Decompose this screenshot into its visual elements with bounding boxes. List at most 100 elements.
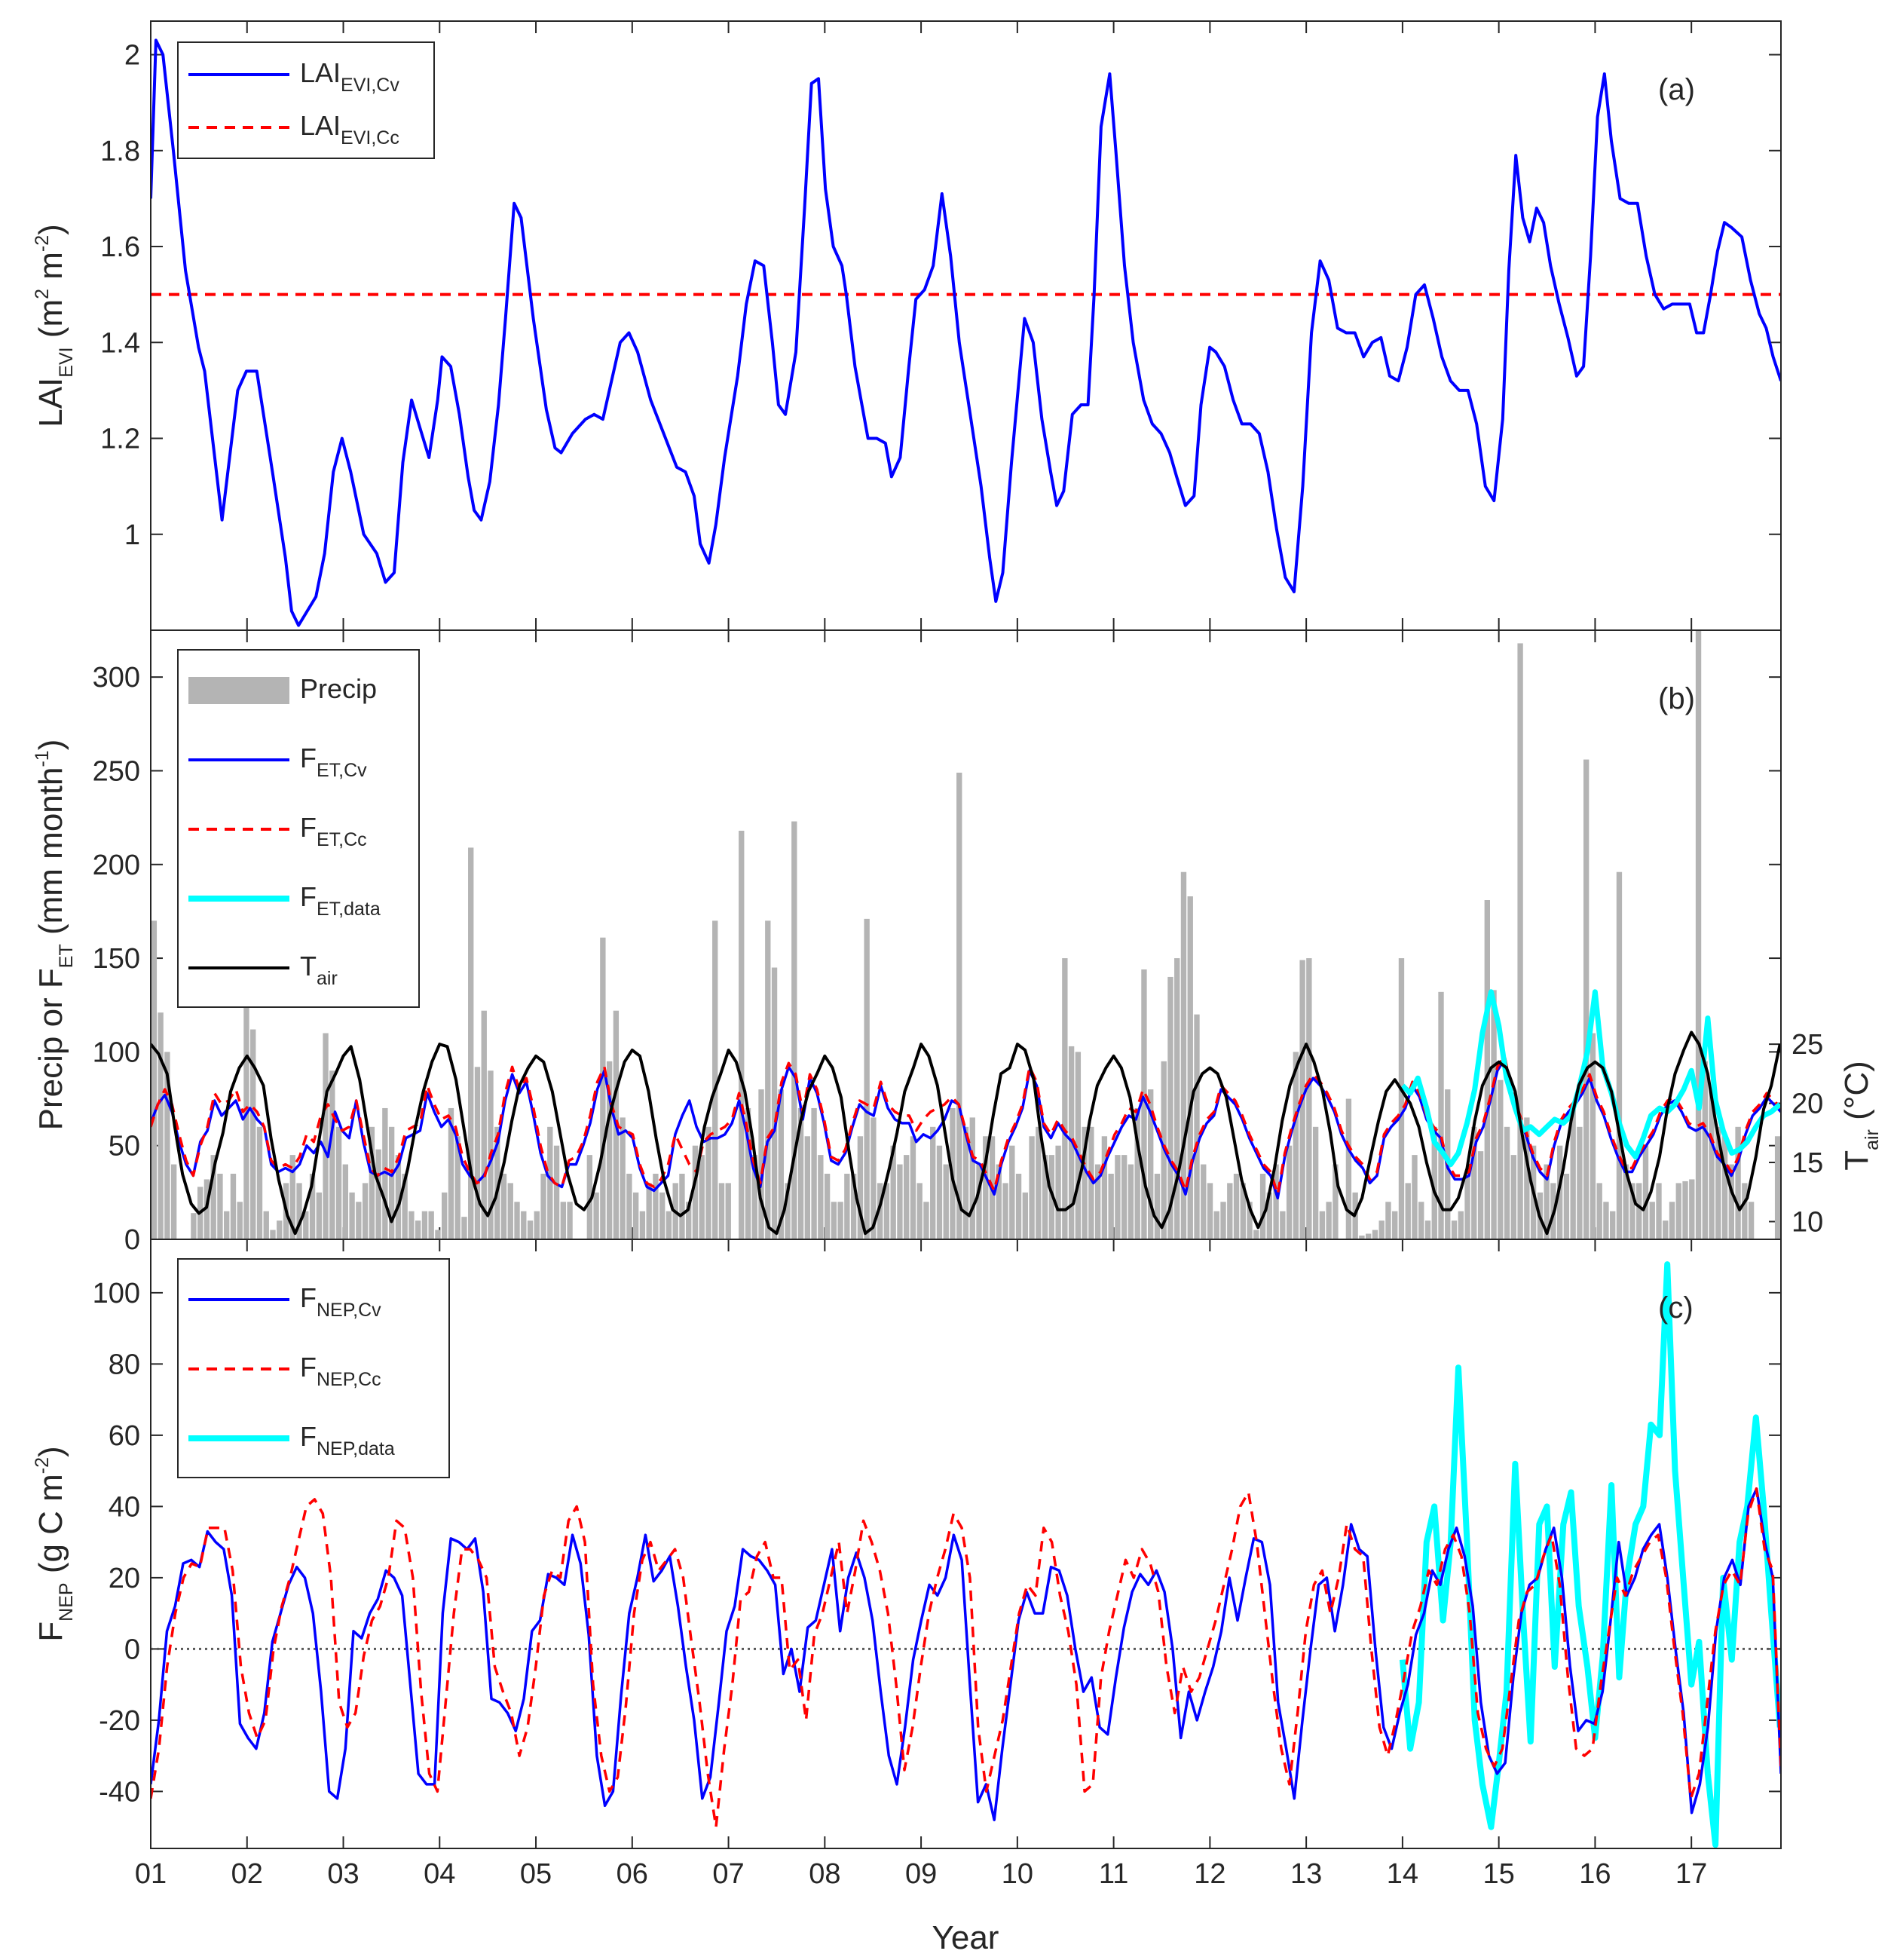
legend-swatch-precip <box>188 677 289 704</box>
precip-bar <box>428 1211 434 1239</box>
precip-bar <box>256 1126 263 1239</box>
precip-bar <box>936 1145 943 1239</box>
precip-bar <box>620 1117 626 1239</box>
precip-bar <box>151 920 158 1239</box>
x-tick-label: 09 <box>905 1858 937 1890</box>
precip-bar <box>342 1164 349 1239</box>
precip-bar <box>553 1145 560 1239</box>
precip-bar <box>626 1173 632 1239</box>
precip-bar <box>586 1155 593 1239</box>
precip-bar <box>289 1155 295 1239</box>
precip-bar <box>943 1164 949 1239</box>
precip-bar <box>217 1173 223 1239</box>
precip-bar <box>824 1173 831 1239</box>
precip-bar <box>1544 1164 1550 1239</box>
y-tick-label: 1 <box>124 519 140 551</box>
precip-bar <box>270 1230 276 1239</box>
precip-bar <box>600 937 606 1239</box>
precip-bar <box>158 1012 164 1239</box>
x-tick-label: 17 <box>1675 1858 1707 1890</box>
precip-bar <box>316 1192 322 1239</box>
precip-bar <box>1029 1136 1035 1239</box>
precip-bar <box>1036 1126 1042 1239</box>
precip-bar <box>606 1061 613 1239</box>
precip-bar <box>1227 1183 1233 1239</box>
y-tick-label: 40 <box>109 1491 140 1523</box>
precip-bar <box>850 1173 857 1239</box>
precip-bar <box>837 1202 843 1239</box>
precip-bar <box>1477 1151 1484 1239</box>
precip-bar <box>751 1155 757 1239</box>
precip-bar <box>969 1117 975 1239</box>
precip-bar <box>250 1029 256 1239</box>
precip-bar <box>1194 1014 1200 1239</box>
y-tick-label: 50 <box>109 1131 140 1162</box>
x-tick-label: 11 <box>1099 1858 1128 1890</box>
precip-bar <box>1180 871 1187 1239</box>
precip-bar <box>699 1155 705 1239</box>
precip-bar <box>1319 1211 1326 1239</box>
precip-bar <box>962 1126 969 1239</box>
precip-bar <box>1517 643 1523 1239</box>
x-axis-label: Year <box>932 1919 999 1956</box>
precip-bar <box>263 1211 269 1239</box>
legend-label-data: FNEP,data <box>300 1421 395 1459</box>
panel-b-legend: Precip FET,Cv FET,Cc FET,data Tair <box>177 649 420 1008</box>
y-tick-label: 200 <box>93 850 140 881</box>
legend-label-cc: FNEP,Cc <box>300 1352 381 1390</box>
legend-label-cv: LAIEVI,Cv <box>300 57 399 96</box>
precip-bar <box>890 1145 896 1239</box>
y-tick-label: 100 <box>93 1278 140 1309</box>
precip-bar <box>514 1202 520 1239</box>
precip-bar <box>547 1126 553 1239</box>
precip-bar <box>1451 1220 1458 1239</box>
y-tick-label: 250 <box>93 755 140 787</box>
precip-bar <box>1174 958 1180 1239</box>
precip-bar <box>1207 1183 1213 1239</box>
precip-bar <box>871 1117 877 1239</box>
precip-bar <box>976 1164 982 1239</box>
precip-bar <box>1148 1089 1154 1239</box>
x-tick-label: 06 <box>617 1858 648 1890</box>
series-t-air <box>151 1031 1781 1236</box>
precip-bar <box>692 1145 699 1239</box>
x-tick-label: 04 <box>424 1858 455 1890</box>
precip-bar <box>540 1173 546 1239</box>
precip-bar <box>778 1089 784 1239</box>
precip-bar <box>1735 1126 1741 1239</box>
precip-bar <box>1392 1211 1398 1239</box>
y-tick-label: 300 <box>93 662 140 694</box>
y-tick-label-right: 10 <box>1791 1206 1823 1238</box>
precip-bar <box>1405 1183 1411 1239</box>
precip-bar <box>1642 1145 1649 1239</box>
precip-bar <box>362 1183 369 1239</box>
y-tick-label: 1.2 <box>100 424 140 455</box>
panel-c-ylabel: FNEP (g C m-2) <box>32 1446 77 1641</box>
precip-bar <box>382 1107 388 1239</box>
precip-bar <box>1009 1145 1015 1239</box>
precip-bar <box>1280 1211 1286 1239</box>
precip-bar <box>1015 1173 1022 1239</box>
precip-bar <box>395 1155 402 1239</box>
precip-bar <box>1702 1061 1708 1239</box>
precip-bar <box>653 1173 659 1239</box>
precip-bar <box>191 1213 197 1239</box>
precip-bar <box>1359 1236 1365 1239</box>
precip-bar <box>1312 1126 1319 1239</box>
precip-bar <box>1583 759 1590 1239</box>
precip-bar <box>243 893 249 1239</box>
precip-bar <box>402 1173 408 1239</box>
precip-bar <box>1167 976 1173 1239</box>
x-tick-label: 15 <box>1483 1858 1515 1890</box>
precip-bar <box>1220 1202 1226 1239</box>
precip-bar <box>818 1155 824 1239</box>
legend-box <box>177 649 420 1008</box>
precip-bar <box>1418 1202 1424 1239</box>
precip-bar <box>1101 1136 1108 1239</box>
y-tick-label-right: 25 <box>1791 1029 1823 1061</box>
precip-bar <box>739 831 745 1239</box>
y-tick-label: 2 <box>124 40 140 72</box>
precip-bar <box>632 1192 639 1239</box>
precip-bar <box>1675 1183 1681 1239</box>
precip-bar <box>1121 1155 1128 1239</box>
